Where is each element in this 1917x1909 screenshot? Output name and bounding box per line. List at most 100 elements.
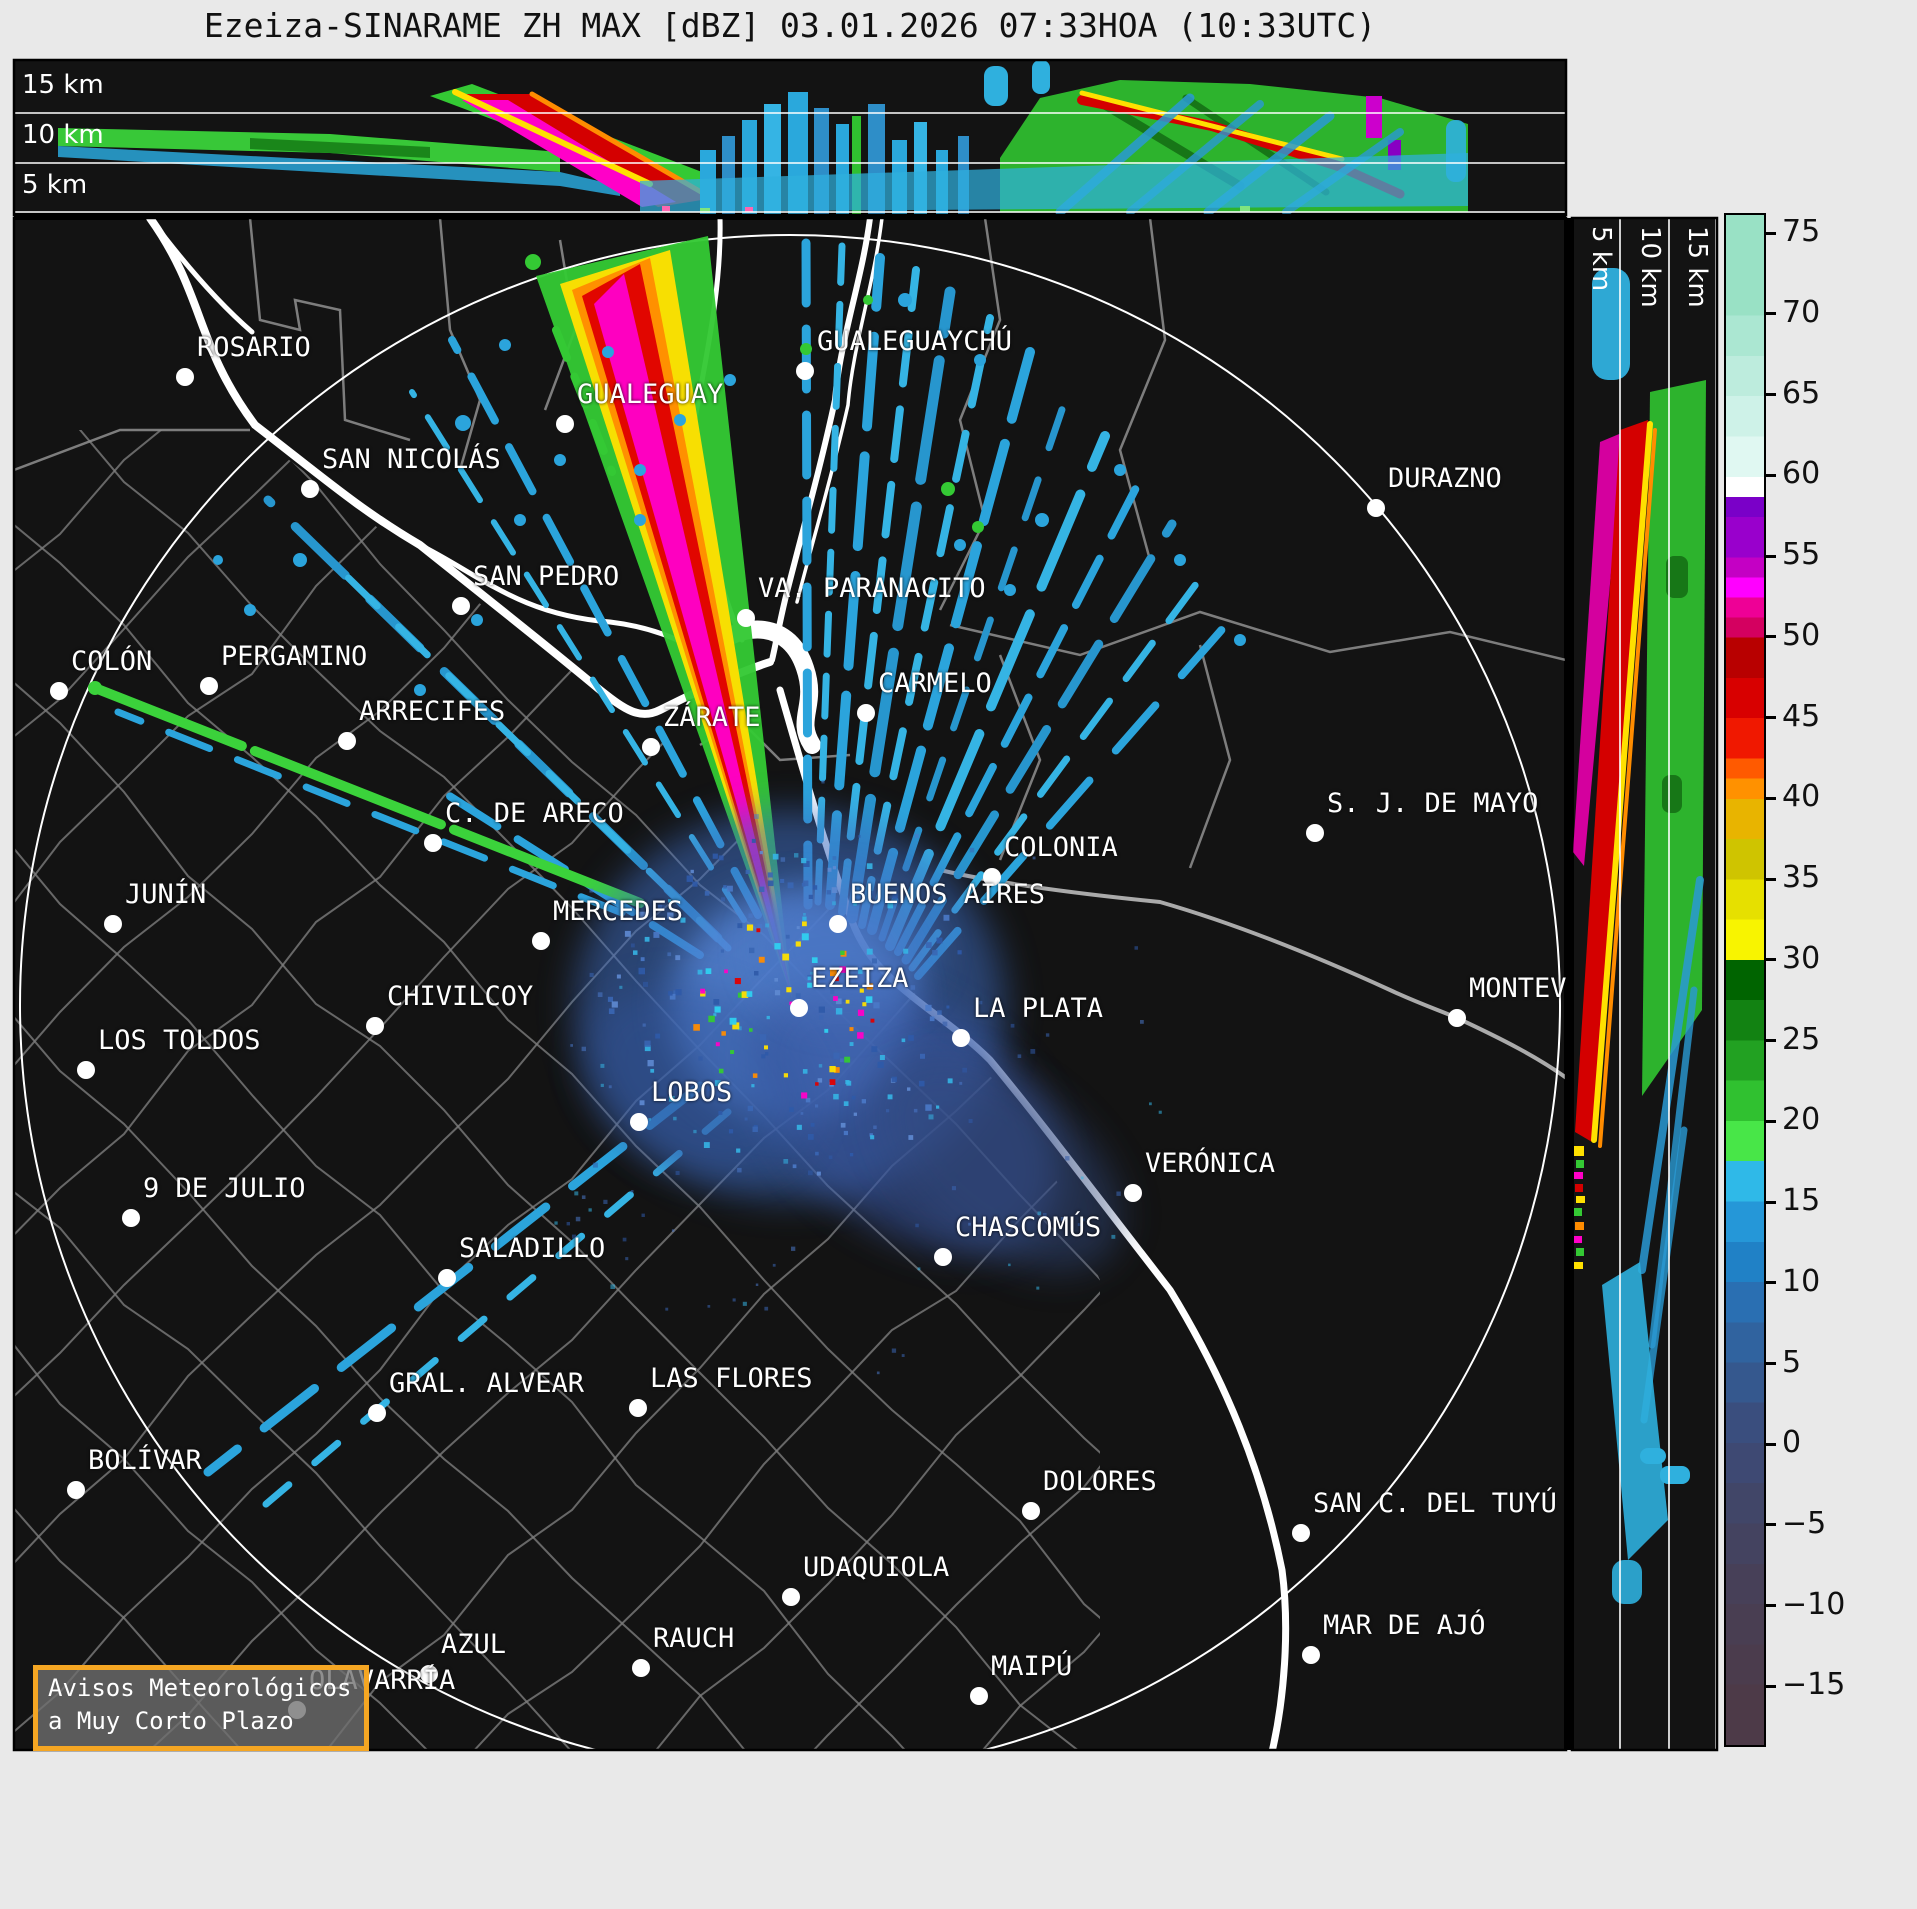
echo-speckle bbox=[832, 866, 836, 870]
echo-speckle bbox=[907, 1087, 911, 1091]
echo-speckle bbox=[1158, 1110, 1162, 1114]
echo-dot bbox=[88, 681, 102, 695]
echo-speckle bbox=[827, 867, 832, 872]
echo-speckle bbox=[774, 943, 781, 950]
echo-speckle bbox=[708, 1015, 715, 1023]
echo-speckle bbox=[600, 1083, 604, 1087]
interference-spike bbox=[582, 264, 792, 998]
echo-speckle bbox=[843, 1101, 849, 1106]
echo-speckle bbox=[737, 923, 743, 929]
echo-speckle bbox=[581, 1195, 586, 1199]
echo-speckle bbox=[831, 887, 838, 893]
echo-speckle bbox=[817, 1078, 823, 1083]
echo-dot bbox=[1004, 584, 1016, 596]
echo-speckle bbox=[869, 1133, 873, 1137]
echo-dot bbox=[414, 684, 426, 696]
echo-speckle bbox=[1080, 1176, 1084, 1180]
echo-speckle bbox=[667, 952, 672, 957]
echo-speckle bbox=[857, 1032, 864, 1039]
echo-speckle bbox=[803, 913, 806, 916]
echo-dot bbox=[471, 614, 483, 626]
colorbar-tick bbox=[1766, 231, 1776, 235]
echo-speckle bbox=[903, 948, 909, 954]
echo-speckle bbox=[891, 1348, 897, 1353]
colorbar-tick-label: 70 bbox=[1782, 294, 1821, 330]
echo-speckle bbox=[818, 1006, 825, 1013]
colorbar-tick-label: −15 bbox=[1782, 1667, 1846, 1703]
echo-speckle bbox=[1037, 1211, 1042, 1216]
echo-speckle bbox=[801, 1092, 808, 1099]
colorbar-tick bbox=[1766, 1523, 1776, 1527]
echo-dot bbox=[514, 514, 526, 526]
echo-speckle bbox=[668, 991, 673, 996]
echo-dot bbox=[724, 374, 736, 386]
radar-ray bbox=[114, 708, 626, 917]
echo-speckle bbox=[692, 881, 698, 887]
echo-speckle bbox=[747, 1105, 753, 1112]
echo-speckle bbox=[876, 1371, 880, 1375]
echo-speckle bbox=[795, 941, 801, 947]
echo-speckle bbox=[644, 936, 650, 942]
echo-speckle bbox=[1032, 856, 1036, 860]
echo-speckle bbox=[962, 1067, 967, 1073]
echo-speckle bbox=[943, 914, 950, 921]
echo-speckle bbox=[669, 993, 676, 1000]
echo-speckle bbox=[1045, 1033, 1050, 1037]
echo-speckle bbox=[749, 947, 755, 954]
echo-speckle bbox=[908, 1135, 914, 1140]
echo-speckle bbox=[644, 1040, 651, 1047]
echo-speckle bbox=[801, 933, 809, 941]
echo-speckle bbox=[802, 1069, 808, 1074]
echo-speckle bbox=[657, 904, 663, 910]
echo-speckle bbox=[752, 1073, 758, 1078]
echo-speckle bbox=[789, 1107, 794, 1112]
echo-speckle bbox=[830, 969, 837, 977]
echo-speckle bbox=[766, 1015, 770, 1020]
echo-speckle bbox=[761, 1054, 766, 1059]
echo-dot bbox=[1174, 554, 1186, 566]
alert-box-avisos[interactable]: Avisos Meteorológicos a Muy Corto Plazo bbox=[33, 1665, 369, 1751]
colorbar-tick bbox=[1766, 1442, 1776, 1446]
echo-speckle bbox=[730, 1050, 735, 1054]
echo-speckle bbox=[675, 1171, 680, 1175]
echo-speckle bbox=[746, 924, 754, 931]
echo-speckle bbox=[624, 930, 631, 937]
echo-speckle bbox=[1030, 1049, 1036, 1054]
echo-speckle bbox=[749, 1028, 753, 1032]
echo-speckle bbox=[834, 1067, 840, 1073]
echo-speckle bbox=[675, 955, 681, 961]
echo-speckle bbox=[661, 905, 665, 908]
alert-line-2: a Muy Corto Plazo bbox=[48, 1707, 294, 1735]
echo-speckle bbox=[625, 1257, 629, 1261]
echo-speckle bbox=[575, 1216, 581, 1222]
colorbar-tick-label: 60 bbox=[1782, 456, 1821, 492]
echo-speckle bbox=[808, 894, 813, 899]
echo-speckle bbox=[826, 890, 831, 895]
echo-speckle bbox=[1036, 1286, 1040, 1290]
echo-speckle bbox=[840, 1058, 844, 1062]
echo-speckle bbox=[791, 1246, 796, 1251]
echo-speckle bbox=[751, 1084, 755, 1088]
echo-speckle bbox=[812, 885, 818, 890]
echo-speckle bbox=[866, 948, 873, 955]
echo-speckle bbox=[830, 989, 835, 994]
echo-speckle bbox=[1116, 1191, 1121, 1196]
echo-speckle bbox=[737, 1026, 742, 1031]
echo-speckle bbox=[1060, 1217, 1065, 1222]
echo-speckle bbox=[756, 928, 761, 933]
colorbar-tick-label: 45 bbox=[1782, 698, 1821, 734]
echo-speckle bbox=[641, 1213, 645, 1217]
echo-speckle bbox=[866, 983, 873, 990]
echo-speckle bbox=[857, 1009, 865, 1016]
echo-dot bbox=[554, 454, 566, 466]
echo-dot bbox=[602, 346, 614, 358]
echo-speckle bbox=[644, 1045, 651, 1052]
echo-speckle bbox=[758, 956, 765, 963]
echo-speckle bbox=[918, 1080, 925, 1087]
echo-speckle bbox=[774, 990, 781, 996]
echo-speckle bbox=[700, 988, 706, 994]
echo-speckle bbox=[832, 901, 836, 906]
echo-speckle bbox=[693, 1024, 700, 1031]
echo-speckle bbox=[815, 1151, 819, 1156]
